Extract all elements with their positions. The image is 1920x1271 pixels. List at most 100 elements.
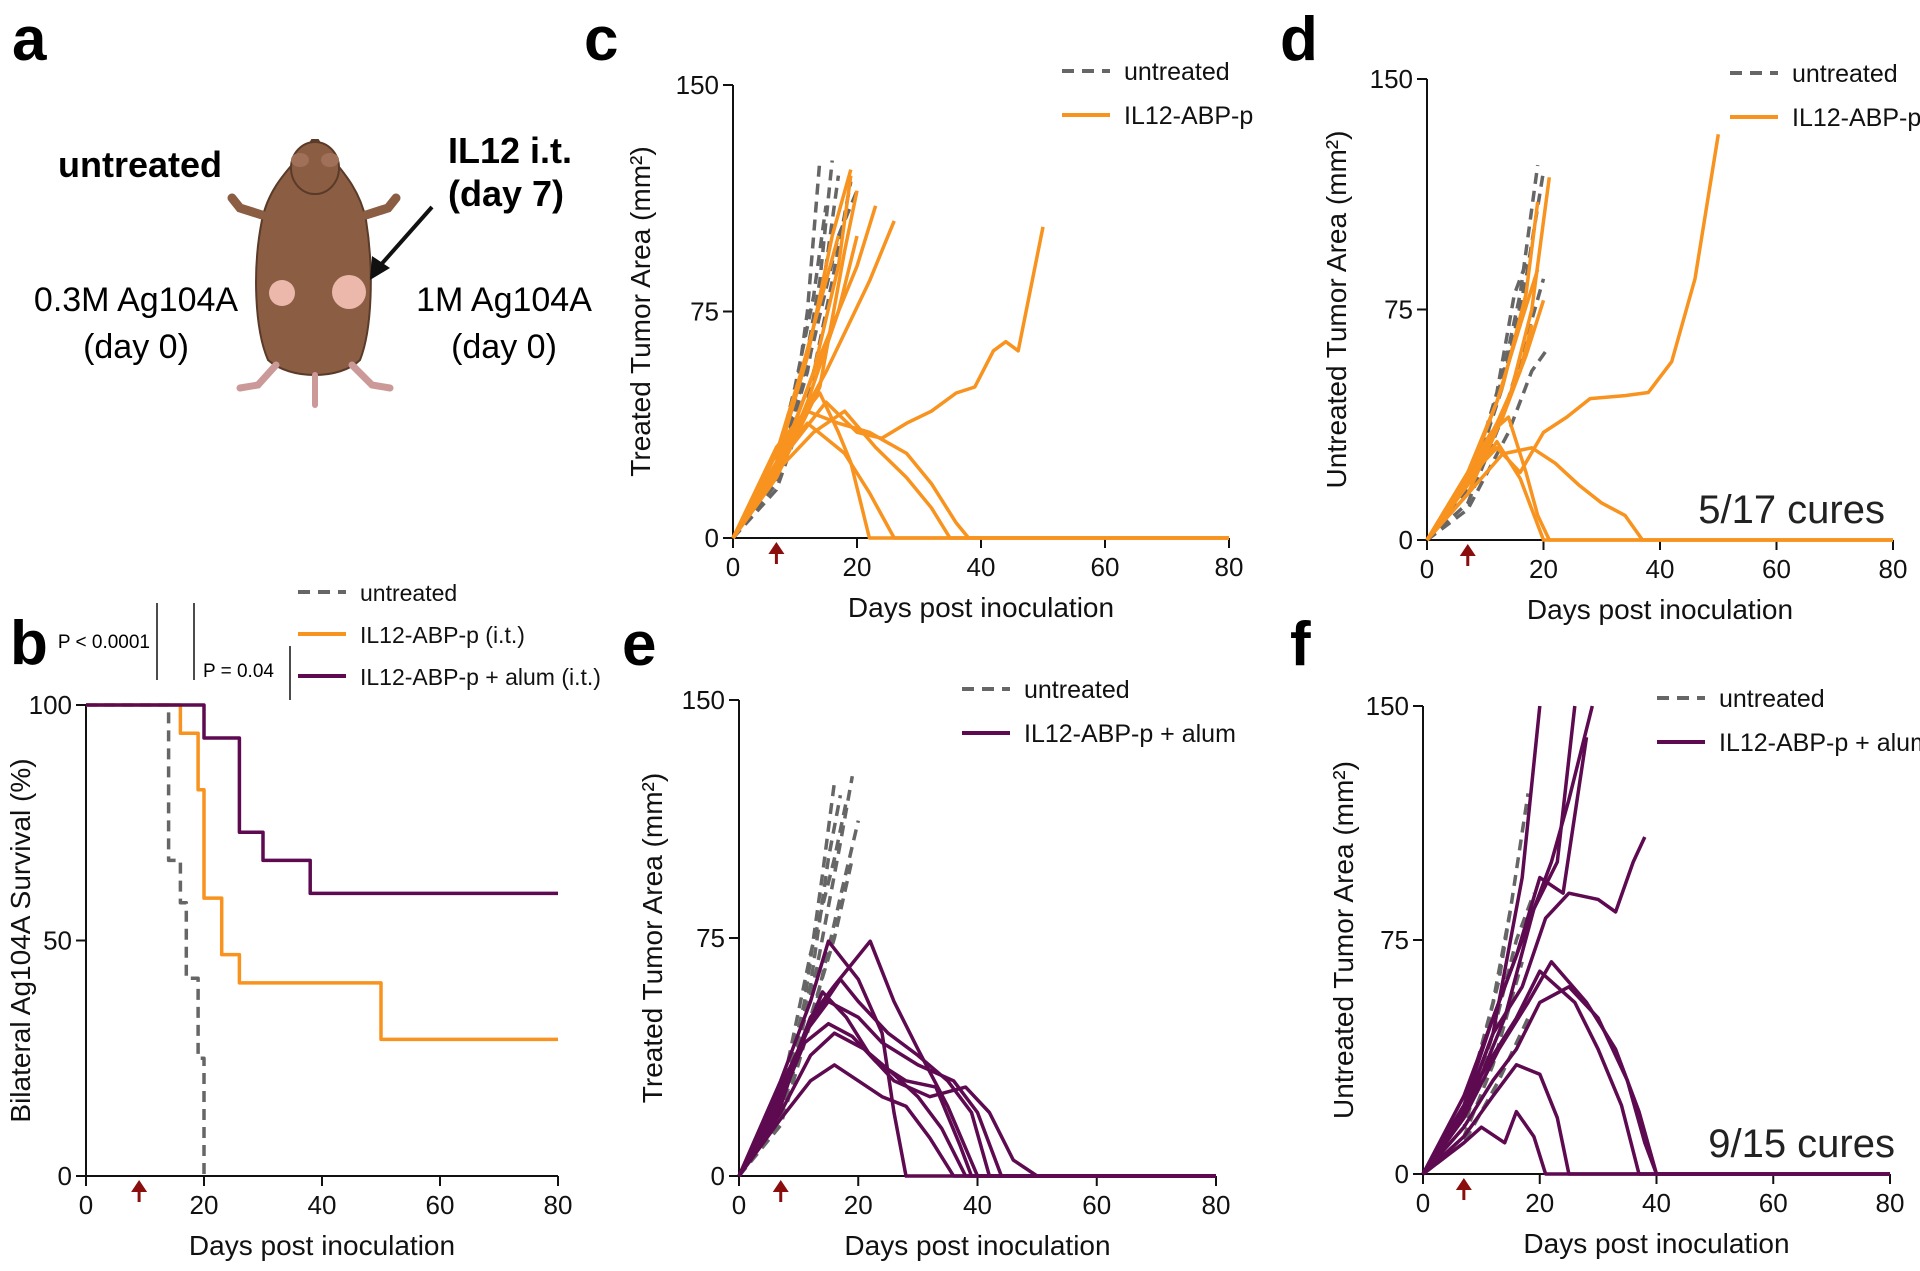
- chart-f: 0 20 40 60 80 0 75 150 Days post inoculation Untr…: [1328, 685, 1920, 1259]
- chart-d: 0 20 40 60 80 0 75 150 Days post inoculation Untr…: [1321, 60, 1920, 625]
- x-axis-label: Days post inoculation: [844, 1230, 1110, 1261]
- legend-label-untreated: untreated: [1024, 676, 1130, 704]
- legend-label-untreated: untreated: [1124, 58, 1230, 86]
- treatment-label-line1: IL12 i.t.: [448, 130, 572, 171]
- panel-d: d 0 20 40 60 80 0 75 150 Days post inoculation Un…: [1280, 5, 1920, 625]
- y-tick-label: 0: [1395, 1159, 1409, 1189]
- x-tick-label: 80: [1876, 1188, 1905, 1218]
- series-line-untreated: [737, 794, 843, 1177]
- y-tick-label: 150: [1370, 64, 1413, 94]
- mouse-ear-left: [291, 153, 309, 167]
- series-line-alum: [737, 990, 1216, 1178]
- y-axis-label: Bilateral Ag104A Survival (%): [5, 758, 36, 1122]
- legend-label-alum: IL12-ABP-p + alum (i.t.): [360, 664, 601, 690]
- y-tick-label: 0: [705, 523, 719, 553]
- series-line-alum: [737, 939, 1216, 1178]
- x-tick-label: 60: [1082, 1190, 1111, 1220]
- x-tick-label: 80: [544, 1190, 573, 1220]
- treatment-day-arrow-head: [768, 542, 785, 554]
- x-tick-label: 80: [1215, 552, 1244, 582]
- legend-label-untreated: untreated: [360, 580, 457, 606]
- x-axis-label: Days post inoculation: [1523, 1228, 1789, 1259]
- mouse-leg-right: [348, 361, 394, 392]
- mouse-head: [290, 141, 340, 195]
- series-line-alum: [1421, 836, 1647, 1175]
- x-tick-label: 80: [1879, 554, 1908, 584]
- series-line-alum: [1421, 960, 1890, 1176]
- panel-letter-f: f: [1290, 610, 1311, 679]
- series-line-untreated: [737, 775, 855, 1178]
- y-tick-label: 75: [690, 297, 719, 327]
- x-tick-label: 40: [1646, 554, 1675, 584]
- series-line-alum: [1421, 985, 1890, 1176]
- series-line-alum: [1421, 705, 1594, 1175]
- x-tick-label: 60: [1762, 554, 1791, 584]
- series-line-il12: [731, 226, 1045, 539]
- x-tick-label: 60: [1091, 552, 1120, 582]
- treatment-day-arrow-head: [131, 1180, 148, 1192]
- x-tick-label: 20: [1525, 1188, 1554, 1218]
- y-tick-label: 0: [1399, 525, 1413, 555]
- mouse-arm-right: [361, 193, 401, 220]
- cures-annotation: 9/15 cures: [1708, 1122, 1895, 1166]
- legend-label-il12: IL12-ABP-p: [1792, 104, 1920, 132]
- series-line-il12: [1425, 446, 1893, 542]
- injection-arrow-head: [370, 256, 390, 280]
- series-line-il12: [1425, 324, 1534, 541]
- series-line-il12: [1425, 134, 1721, 541]
- untreated-label: untreated: [58, 144, 222, 185]
- panel-b: b P < 0.0001 P = 0.04 0 20 40 60 80 0 50 100 Day…: [5, 580, 601, 1261]
- tumor-left: [269, 280, 295, 306]
- x-tick-label: 0: [79, 1190, 93, 1220]
- treatment-day-arrow-head: [1459, 544, 1476, 556]
- x-tick-label: 0: [726, 552, 740, 582]
- y-tick-label: 50: [43, 926, 72, 956]
- series-line-untreated: [1425, 278, 1546, 542]
- series-line-alum: [737, 1063, 1216, 1178]
- series-line-untreated: [737, 820, 861, 1178]
- y-axis-label: Untreated Tumor Area (mm²): [1328, 761, 1359, 1119]
- series-line-il12: [731, 421, 1229, 540]
- p-value-2: P = 0.04: [203, 661, 274, 682]
- x-tick-label: 20: [843, 552, 872, 582]
- series-line-alum: [1421, 1109, 1890, 1176]
- panel-letter-a: a: [12, 5, 47, 74]
- series-line-il12: [731, 409, 1229, 540]
- series-line-il12: [731, 190, 859, 540]
- left-injection-line2: (day 0): [83, 328, 189, 366]
- right-injection-line1: 1M Ag104A: [416, 281, 592, 319]
- legend-label-alum: IL12-ABP-p + alum: [1024, 720, 1236, 748]
- legend-label-il12: IL12-ABP-p: [1124, 102, 1253, 130]
- mouse-illustration: [227, 139, 401, 408]
- x-tick-label: 0: [1420, 554, 1434, 584]
- chart-c: 0 20 40 60 80 0 75 150 Days post inoculation Trea…: [625, 58, 1253, 623]
- x-axis-label: Days post inoculation: [1527, 594, 1793, 625]
- y-axis-label: Untreated Tumor Area (mm²): [1321, 131, 1352, 489]
- x-tick-label: 40: [963, 1190, 992, 1220]
- legend-label-alum: IL12-ABP-p + alum: [1719, 729, 1920, 757]
- mouse-leg-left: [236, 361, 280, 392]
- y-tick-label: 75: [1384, 295, 1413, 325]
- series-line-alum: [737, 977, 1216, 1178]
- series-line-untreated: [731, 181, 853, 540]
- series-line-untreated: [731, 190, 859, 540]
- chart-e: 0 20 40 60 80 0 75 150 Days post inoculation Trea…: [637, 676, 1236, 1261]
- series-line-il12: [1425, 439, 1893, 542]
- series-line-untreated: [1425, 262, 1528, 542]
- panel-letter-d: d: [1280, 5, 1318, 74]
- panel-letter-c: c: [584, 5, 618, 74]
- x-tick-label: 20: [844, 1190, 873, 1220]
- chart-b: 0 20 40 60 80 0 50 100 Days post inoculation Bila…: [5, 580, 601, 1261]
- series-line-il12: [731, 409, 1229, 540]
- panel-e: e 0 20 40 60 80 0 75 150 Days post inoculation Tr…: [622, 610, 1236, 1261]
- panel-c: c 0 20 40 60 80 0 75 150 Days post inoculation Tr…: [584, 5, 1253, 623]
- panel-f: f 0 20 40 60 80 0 75 150 Days post inoculation Un…: [1290, 610, 1920, 1259]
- y-tick-label: 0: [711, 1161, 725, 1191]
- series-line-alum: [1421, 736, 1589, 1175]
- series-line-il12: [86, 703, 558, 1042]
- x-tick-label: 40: [308, 1190, 337, 1220]
- panel-a: a untreated IL12 i.t. (day 7) 0.3M Ag104…: [12, 5, 592, 408]
- series-line-alum: [737, 1021, 1216, 1178]
- treatment-day-arrow-head: [772, 1180, 789, 1192]
